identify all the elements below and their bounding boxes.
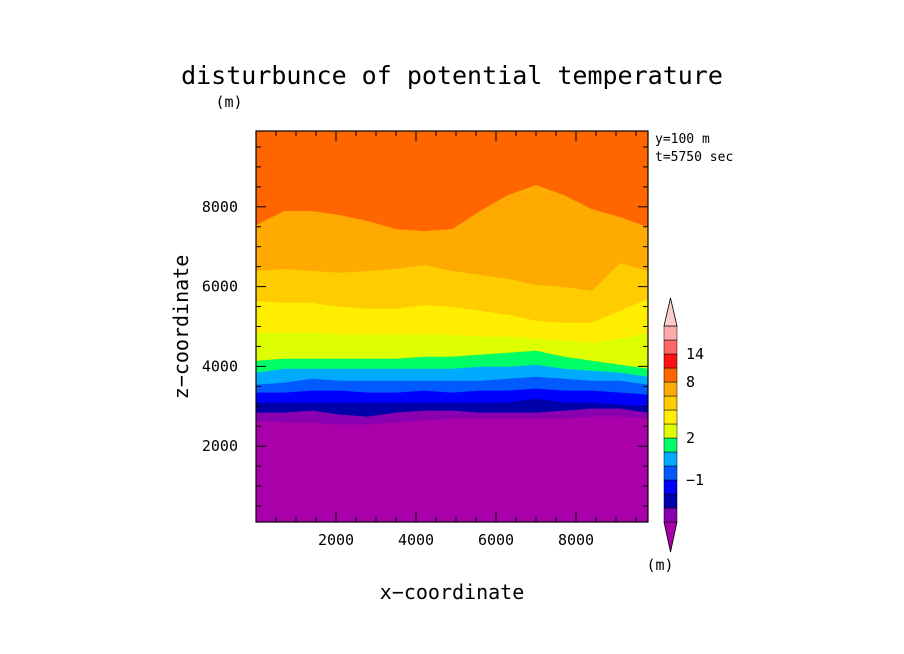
colorbar-label: 14	[686, 345, 704, 363]
colorbar-label: −1	[686, 471, 704, 489]
x-axis-title: x−coordinate	[380, 580, 525, 604]
colorbar-label: 8	[686, 373, 695, 391]
chart-title: disturbunce of potential temperature	[181, 61, 723, 90]
colorbar-unit: (m)	[646, 556, 673, 574]
colorbar-cell	[663, 381, 678, 397]
x-tick-label: 6000	[478, 531, 514, 549]
colorbar-cell	[663, 325, 678, 341]
x-tick-label: 8000	[558, 531, 594, 549]
colorbar-cell	[663, 493, 678, 509]
y-tick-label: 2000	[202, 437, 238, 455]
y-axis-title: z−coordinate	[169, 255, 193, 400]
annotation-y-position: y=100 m	[655, 132, 710, 147]
colorbar-arrow-low	[663, 521, 678, 553]
colorbar-arrow-high	[663, 297, 678, 327]
contour-bands	[255, 130, 649, 522]
colorbar-cell	[663, 367, 678, 383]
y-tick-labels: 2000 4000 6000 8000	[202, 198, 238, 455]
colorbar-cell	[663, 353, 678, 369]
contour-band-11	[255, 130, 649, 232]
y-tick-label: 8000	[202, 198, 238, 216]
colorbar-cell	[663, 465, 678, 481]
x-tick-label: 4000	[398, 531, 434, 549]
colorbar	[663, 297, 678, 553]
y-axis-unit: (m)	[215, 93, 242, 111]
colorbar-cell	[663, 423, 678, 439]
colorbar-cell	[663, 409, 678, 425]
colorbar-cell	[663, 451, 678, 467]
y-tick-label: 4000	[202, 357, 238, 375]
axis-ticks	[255, 131, 648, 522]
annotation-time: t=5750 sec	[655, 150, 733, 165]
colorbar-cell	[663, 437, 678, 453]
colorbar-labels: −1 2 8 14	[686, 345, 704, 489]
y-tick-label: 6000	[202, 278, 238, 296]
colorbar-cell	[663, 507, 678, 523]
x-tick-labels: 2000 4000 6000 8000	[318, 531, 594, 549]
colorbar-label: 2	[686, 429, 695, 447]
colorbar-cell	[663, 339, 678, 355]
colorbar-cell	[663, 479, 678, 495]
x-tick-label: 2000	[318, 531, 354, 549]
colorbar-cell	[663, 395, 678, 411]
